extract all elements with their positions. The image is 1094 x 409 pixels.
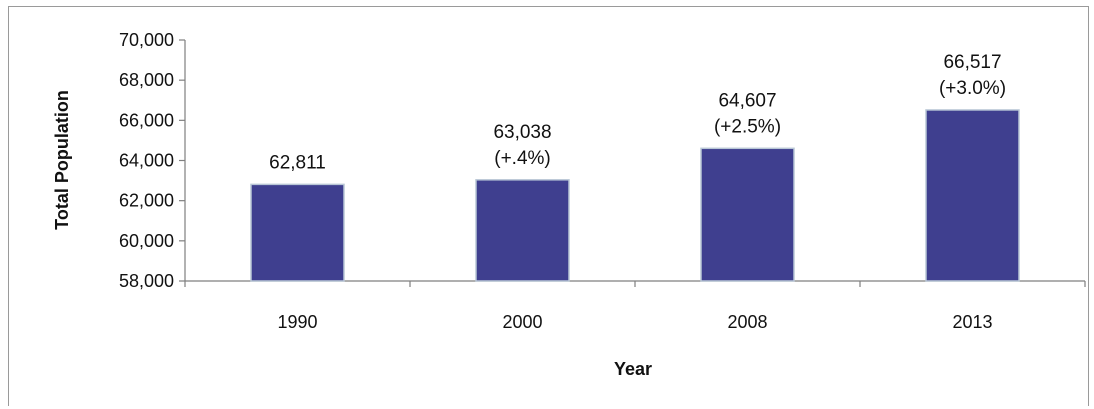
- bar-2008: [700, 147, 795, 282]
- bars: [250, 109, 1020, 282]
- data-labels: 62,811 63,038 (+.4%) 64,607 (+2.5%) 66,517 (+3…: [269, 52, 1006, 173]
- y-tick-label: 58,000: [119, 271, 174, 291]
- y-tick-label: 64,000: [119, 151, 174, 171]
- x-axis-title: Year: [614, 359, 652, 379]
- data-label: 66,517: [943, 52, 1001, 73]
- y-tick-label: 70,000: [119, 30, 174, 50]
- data-label: (+.4%): [494, 148, 551, 169]
- y-tick-label: 62,000: [119, 191, 174, 211]
- data-label: 63,038: [493, 122, 551, 143]
- y-tick-label: 60,000: [119, 231, 174, 251]
- x-tick-label: 2008: [727, 312, 767, 332]
- x-axis: 1990 2000 2008 2013: [184, 280, 1086, 332]
- y-tick-label: 68,000: [119, 70, 174, 90]
- data-label: (+3.0%): [939, 78, 1006, 99]
- x-tick-label: 2013: [952, 312, 992, 332]
- data-label: 64,607: [718, 90, 776, 111]
- bar-2013: [925, 109, 1020, 282]
- bar-1990: [250, 183, 345, 282]
- y-tick-label: 66,000: [119, 110, 174, 130]
- x-tick-label: 2000: [502, 312, 542, 332]
- y-axis-title: Total Population: [52, 90, 72, 230]
- bar-2000: [475, 179, 570, 282]
- data-label: (+2.5%): [714, 116, 781, 137]
- data-label: 62,811: [269, 152, 326, 173]
- x-tick-label: 1990: [277, 312, 317, 332]
- y-axis: 58,000 60,000 62,000 64,000 66,000 68,000 70,0…: [119, 30, 186, 291]
